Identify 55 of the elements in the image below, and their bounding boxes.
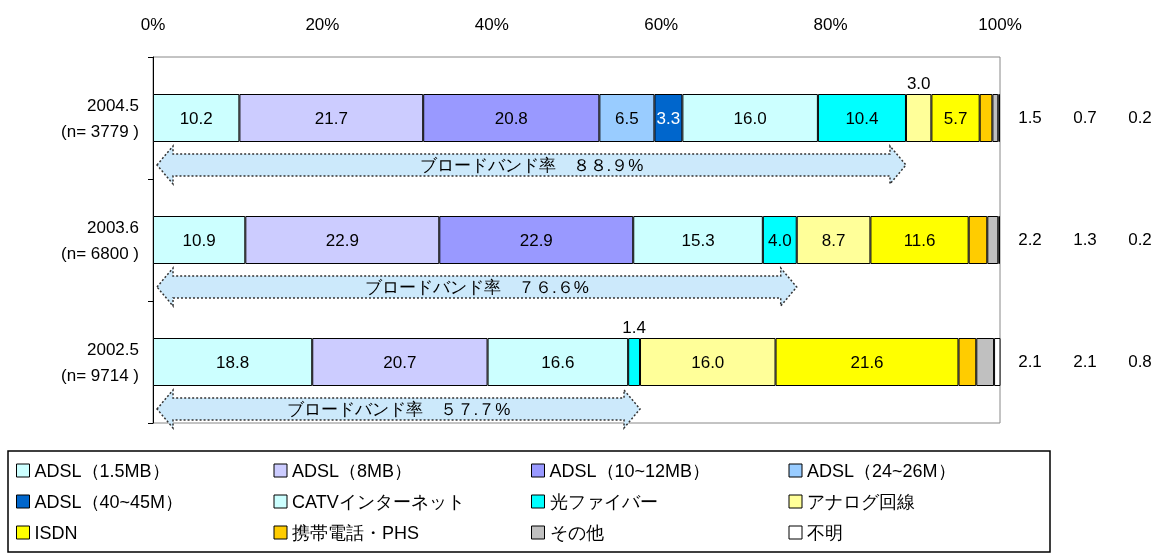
data-label: 22.9: [519, 230, 553, 250]
data-label: 0.7: [1073, 108, 1097, 128]
legend-label: 不明: [807, 522, 843, 543]
data-label: 10.4: [845, 108, 879, 128]
y-tick-label: 2002.5 (n= 9714 ): [61, 339, 139, 385]
legend-label: CATVインターネット: [292, 491, 465, 512]
legend-label: 光ファイバー: [549, 491, 658, 512]
legend-label: ADSL（40~45M）: [34, 491, 184, 512]
legend-label: ADSL（8MB）: [292, 460, 413, 481]
data-label: 16.0: [691, 352, 725, 372]
legend-label: ADSL（24~26M）: [807, 460, 956, 481]
data-label: 15.3: [681, 230, 715, 250]
data-label: 8.7: [821, 230, 846, 250]
x-tick-label: 0%: [140, 15, 166, 34]
legend-label: 携帯電話・PHS: [292, 522, 420, 543]
data-label: 3.3: [656, 108, 681, 128]
data-label: 21.6: [850, 352, 884, 372]
data-label: 16.0: [733, 108, 767, 128]
data-label: 18.8: [216, 352, 250, 372]
x-tick-label: 60%: [644, 15, 679, 34]
x-tick-label: 40%: [474, 15, 509, 34]
data-label: 10.2: [179, 108, 213, 128]
data-label: 0.2: [1128, 230, 1152, 250]
data-label: 20.8: [494, 108, 528, 128]
data-label: 6.5: [615, 108, 639, 128]
data-label: 20.7: [383, 352, 417, 372]
annotation: ブロードバンド率 ７６.６%: [364, 276, 589, 299]
data-label: 22.9: [325, 230, 359, 250]
x-tick-label: 100%: [978, 15, 1022, 34]
data-label: 5.7: [943, 108, 968, 128]
legend-label: その他: [549, 522, 604, 543]
legend-label: ADSL（1.5MB）: [34, 460, 170, 481]
data-label: 11.6: [903, 230, 936, 250]
data-label: 1.5: [1018, 108, 1042, 128]
annotation: ブロードバンド率 ５７.７%: [286, 398, 511, 421]
x-tick-label: 80%: [813, 15, 848, 34]
data-label: 10.9: [182, 230, 216, 250]
data-label: 2.1: [1018, 352, 1042, 372]
data-label: 21.7: [314, 108, 348, 128]
data-label: 3.0: [906, 74, 931, 93]
y-tick-label: 2003.6 (n= 6800 ): [61, 217, 139, 263]
data-label: 0.2: [1128, 108, 1152, 128]
data-label: 1.4: [622, 318, 646, 337]
data-label: 1.3: [1073, 230, 1097, 250]
legend-label: アナログ回線: [807, 491, 915, 512]
data-label: 0.8: [1128, 352, 1152, 372]
x-tick-label: 20%: [305, 15, 340, 34]
y-tick-label: 2004.5 (n= 3779 ): [61, 95, 139, 141]
legend-label: ISDN: [34, 522, 78, 543]
data-label: 16.6: [541, 352, 575, 372]
data-label: 2.2: [1018, 230, 1042, 250]
data-label: 2.1: [1073, 352, 1097, 372]
annotation: ブロードバンド率 ８８.９%: [419, 154, 644, 177]
data-label: 4.0: [767, 230, 792, 250]
legend-label: ADSL（10~12MB）: [549, 460, 711, 481]
